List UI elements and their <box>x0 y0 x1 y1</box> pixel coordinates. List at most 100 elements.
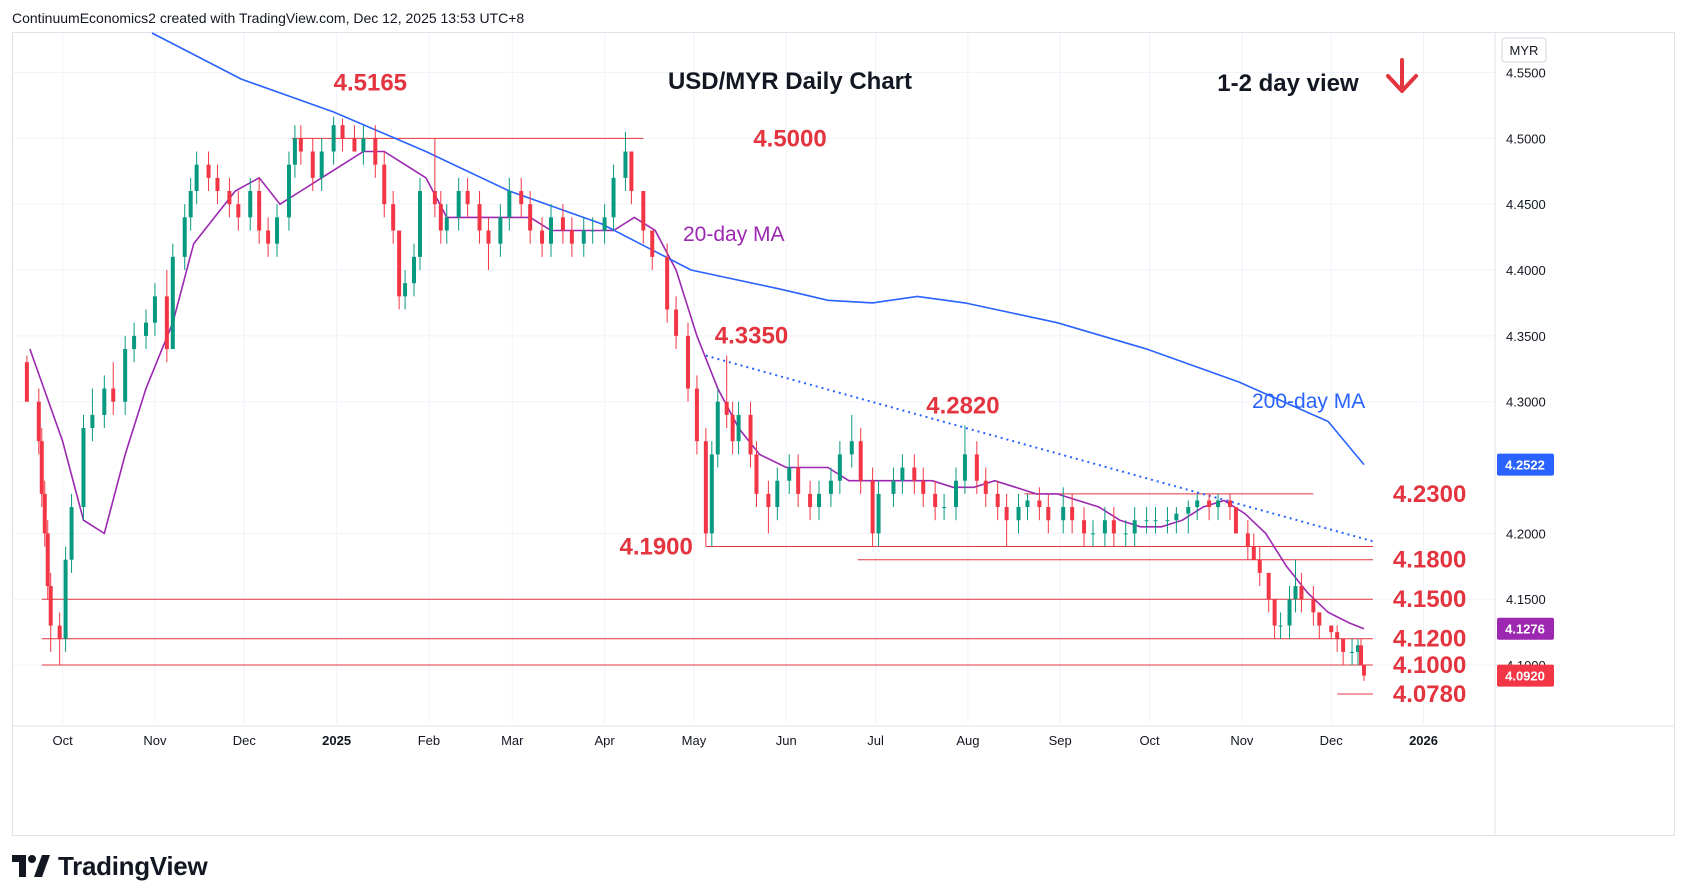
candle <box>1037 487 1042 521</box>
candle-body <box>90 414 95 429</box>
y-tick-label: 4.5500 <box>1506 66 1546 81</box>
level-label: 4.1900 <box>619 534 692 561</box>
candle-body <box>1061 507 1066 521</box>
candle-body <box>1016 507 1021 521</box>
tradingview-brand: TradingView <box>58 850 208 881</box>
candle-body <box>1311 599 1316 613</box>
candle <box>412 243 417 297</box>
candle-body <box>641 191 646 231</box>
candle-body <box>412 256 417 284</box>
ma20-line <box>29 150 1365 630</box>
candle <box>1153 507 1158 534</box>
candle-body <box>1272 599 1277 626</box>
candle-body <box>1257 559 1262 573</box>
candle <box>42 480 47 547</box>
candle-body <box>39 441 44 494</box>
candle-body <box>808 493 813 508</box>
moving-averages <box>29 32 1365 630</box>
candle-body <box>1207 500 1212 508</box>
candle <box>132 322 137 363</box>
level-lines <box>41 137 1374 695</box>
candle <box>477 191 482 244</box>
candle-body <box>560 217 565 231</box>
candle-body <box>1132 520 1137 534</box>
candle-body <box>69 507 74 560</box>
candle <box>36 388 41 455</box>
candle-body <box>962 454 967 481</box>
candle <box>808 480 813 521</box>
candle <box>1174 507 1179 534</box>
candle <box>81 414 86 521</box>
candle <box>837 441 842 494</box>
candle <box>1335 625 1340 652</box>
candle-body <box>995 493 1000 508</box>
candle-body <box>1111 520 1116 534</box>
candle-body <box>766 493 771 508</box>
footer: TradingView <box>12 848 208 884</box>
x-tick-label: Nov <box>1230 733 1254 748</box>
candle-body <box>465 191 470 205</box>
candle <box>1311 586 1316 626</box>
candle-body <box>1293 586 1298 600</box>
candle-body <box>81 428 86 508</box>
candle-body <box>724 401 729 415</box>
candle-body <box>1358 645 1363 666</box>
candle <box>39 428 44 508</box>
candle <box>674 296 679 350</box>
candle-body <box>1153 520 1158 522</box>
x-tick-label: Jun <box>776 733 797 748</box>
candle <box>164 270 169 363</box>
candle <box>1132 507 1137 547</box>
x-tick-label: Mar <box>501 733 524 748</box>
candle-body <box>1123 533 1128 535</box>
candle <box>748 401 753 468</box>
candle-body <box>164 296 169 350</box>
candle <box>340 118 345 152</box>
candle-body <box>236 204 241 218</box>
candle <box>590 217 595 244</box>
candle-body <box>590 230 595 232</box>
candle-body <box>1165 520 1170 522</box>
candle-body <box>1245 533 1250 547</box>
candle <box>1356 638 1361 666</box>
level-label: 4.1500 <box>1393 586 1466 613</box>
level-label: 4.2300 <box>1393 481 1466 508</box>
candle-body <box>1082 520 1087 534</box>
candle-body <box>1233 507 1238 534</box>
candle-body <box>1070 507 1075 521</box>
candle <box>730 401 735 455</box>
candle <box>694 375 699 455</box>
candle-body <box>828 480 833 494</box>
candle <box>942 493 947 521</box>
candle <box>581 217 586 257</box>
candle <box>858 428 863 494</box>
candle <box>397 230 402 310</box>
candle <box>1358 638 1363 666</box>
candle <box>1207 493 1212 521</box>
tradingview-logo-icon <box>12 855 50 877</box>
candle-body <box>403 283 408 297</box>
candle-body <box>1195 500 1200 508</box>
candle <box>361 125 366 165</box>
x-tick-label: Apr <box>594 733 615 748</box>
candle <box>194 151 199 205</box>
candle-body <box>933 493 938 508</box>
candle <box>685 322 690 402</box>
candle-body <box>391 204 396 231</box>
candle <box>248 177 253 231</box>
level-label: 4.1800 <box>1393 547 1466 574</box>
candle-body <box>974 454 979 481</box>
candle-body <box>275 217 280 244</box>
candle-body <box>352 138 357 152</box>
ma200-line <box>151 32 1365 466</box>
price-tag-label: 4.2522 <box>1505 458 1545 473</box>
candle <box>787 454 792 494</box>
candle <box>1195 493 1200 521</box>
x-tick-label: 2025 <box>322 733 351 748</box>
candle-body <box>1025 500 1030 508</box>
candle <box>1266 572 1271 613</box>
candle-body <box>486 230 491 244</box>
candle-body <box>319 151 324 178</box>
candle <box>703 428 708 547</box>
